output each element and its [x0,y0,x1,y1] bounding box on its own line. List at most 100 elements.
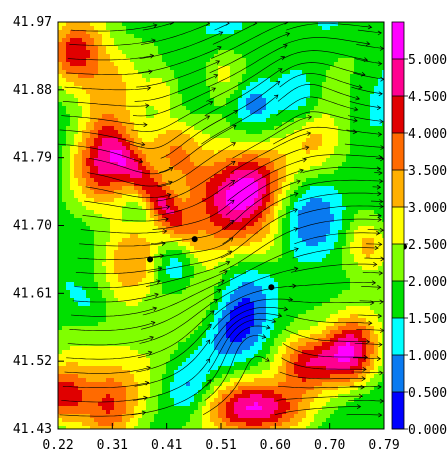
field-cell [158,62,163,67]
field-cell [198,246,203,251]
field-cell [378,254,383,259]
field-cell [350,86,355,91]
field-cell [294,106,299,111]
field-cell [358,106,363,111]
field-cell [98,198,103,203]
field-cell [102,158,107,163]
field-cell [126,118,131,123]
field-cell [194,122,199,127]
field-cell [230,230,235,235]
field-cell [366,118,371,123]
field-cell [122,234,127,239]
field-cell [346,90,351,95]
field-cell [282,98,287,103]
field-cell [222,250,227,255]
field-cell [170,242,175,247]
field-cell [110,98,115,103]
field-cell [138,98,143,103]
field-cell [218,30,223,35]
field-cell [66,58,71,63]
field-cell [298,98,303,103]
field-cell [306,58,311,63]
field-cell [274,30,279,35]
field-cell [98,98,103,103]
field-cell [262,214,267,219]
field-cell [110,206,115,211]
field-cell [326,22,331,27]
field-cell [258,190,263,195]
field-cell [310,206,315,211]
field-cell [234,138,239,143]
field-cell [166,230,171,235]
field-cell [218,154,223,159]
field-cell [326,194,331,199]
field-cell [350,38,355,43]
field-cell [206,138,211,143]
field-cell [126,62,131,67]
field-cell [266,150,271,155]
field-cell [114,90,119,95]
field-cell [346,194,351,199]
field-cell [138,214,143,219]
field-cell [362,110,367,115]
field-cell [378,158,383,163]
field-cell [178,158,183,163]
field-cell [342,154,347,159]
field-cell [82,54,87,59]
field-cell [242,234,247,239]
field-cell [106,114,111,119]
field-cell [102,66,107,71]
field-cell [270,206,275,211]
field-cell [274,154,279,159]
field-cell [138,198,143,203]
field-cell [358,218,363,223]
field-cell [382,182,384,187]
field-cell [374,130,379,135]
field-cell [314,242,319,247]
field-cell [166,258,171,263]
field-cell [178,162,183,167]
field-cell [150,206,155,211]
field-cell [254,214,259,219]
field-cell [162,26,167,31]
field-cell [262,22,267,27]
field-cell [270,262,275,267]
field-cell [282,162,287,167]
field-cell [150,166,155,171]
field-cell [258,58,263,63]
field-cell [266,210,271,215]
field-cell [118,138,123,143]
field-cell [262,106,267,111]
field-cell [282,114,287,119]
field-cell [374,182,379,187]
field-cell [114,74,119,79]
field-cell [294,134,299,139]
field-cell [334,170,339,175]
field-cell [78,238,83,243]
field-cell [166,238,171,243]
field-cell [202,102,207,107]
field-cell [162,218,167,223]
field-cell [118,26,123,31]
field-cell [350,98,355,103]
field-cell [282,254,287,259]
field-cell [338,222,343,227]
field-cell [350,26,355,31]
field-cell [186,234,191,239]
field-cell [94,174,99,179]
field-cell [310,170,315,175]
field-cell [138,118,143,123]
field-cell [74,118,79,123]
field-cell [354,206,359,211]
field-cell [262,146,267,151]
field-cell [122,102,127,107]
field-cell [250,254,255,259]
field-cell [86,22,91,27]
field-cell [274,106,279,111]
field-cell [266,102,271,107]
field-cell [114,66,119,71]
field-cell [274,166,279,171]
field-cell [254,150,259,155]
field-cell [82,222,87,227]
field-cell [294,146,299,151]
